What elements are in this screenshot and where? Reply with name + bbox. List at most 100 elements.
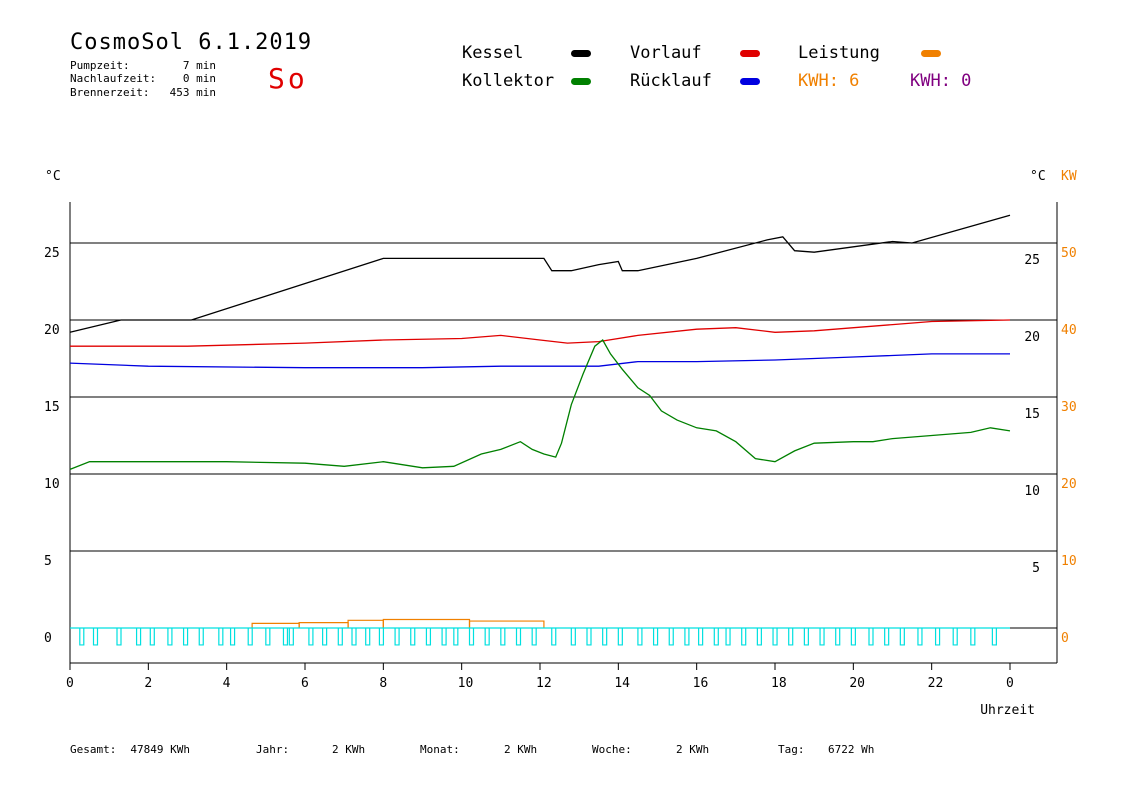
y-kw-unit: KW: [1061, 169, 1077, 184]
pump-pulse: [218, 628, 224, 646]
x-tick-label: 22: [928, 676, 944, 691]
kwh-purple-label: KWH: 0: [910, 71, 972, 91]
pump-pulse: [917, 628, 923, 646]
stat-pumpzeit: Pumpzeit: 7 min: [70, 59, 216, 72]
legend-kollektor-label: Kollektor: [462, 71, 555, 91]
pump-pulse: [713, 628, 719, 646]
pump-pulse: [617, 628, 623, 646]
y-kw-tick-label: 10: [1061, 554, 1077, 569]
footer-value: 2 KWh: [504, 743, 538, 756]
y-kw-tick-label: 50: [1061, 246, 1077, 261]
weekday-label: So: [268, 62, 308, 95]
y-right-tick-label: 10: [1024, 484, 1040, 499]
pump-pulse: [288, 628, 294, 646]
legend-vorlauf-swatch: [740, 50, 760, 57]
leistung-segment: [347, 619, 384, 628]
footer-label: Tag:: [778, 743, 805, 756]
y-left-tick-label: 10: [44, 477, 60, 492]
pump-pulse: [741, 628, 747, 646]
x-tick-label: 14: [614, 676, 630, 691]
series-line-kollektor: [69, 339, 1011, 471]
page-title: CosmoSol 6.1.2019: [70, 30, 313, 55]
stat-brennerzeit: Brennerzeit: 453 min: [70, 86, 216, 99]
legend-kollektor-swatch: [571, 78, 591, 85]
footer-value: 2 KWh: [332, 743, 366, 756]
pump-pulse: [167, 628, 173, 646]
pump-pulse: [453, 628, 459, 646]
pump-pulse: [484, 628, 490, 646]
footer-label: Woche:: [592, 743, 632, 756]
pump-pulse: [394, 628, 400, 646]
pump-pulse: [468, 628, 475, 646]
pump-pulse: [265, 628, 271, 646]
pump-pulse: [602, 628, 608, 646]
pump-pulse: [835, 628, 841, 646]
y-kw-tick-label: 40: [1061, 323, 1077, 338]
pump-pulse: [684, 628, 690, 646]
y-right-tick-label: 25: [1024, 253, 1040, 268]
pump-pulse: [551, 628, 557, 646]
x-tick-label: 4: [223, 676, 231, 691]
x-tick-label: 0: [1006, 676, 1014, 691]
pump-pulse: [884, 628, 890, 646]
pump-pulse: [308, 628, 314, 646]
stat-value: 7 min: [182, 59, 216, 72]
pump-pulse: [991, 628, 997, 646]
pump-pulse: [229, 628, 236, 646]
pump-pulse: [500, 628, 506, 646]
y-kw-tick-label: 20: [1061, 477, 1077, 492]
footer-label: Gesamt:: [70, 743, 117, 756]
pump-pulse: [322, 628, 328, 646]
pump-pulse: [756, 628, 762, 646]
x-tick-label: 20: [849, 676, 865, 691]
pump-pulse: [135, 628, 142, 646]
pump-pulse: [79, 628, 85, 646]
footer-jahr: Jahr: 2 KWh: [256, 743, 365, 756]
pump-pulse: [92, 628, 99, 646]
y-left-tick-label: 15: [44, 400, 60, 415]
legend-kessel-label: Kessel: [462, 43, 524, 63]
pump-pulse: [378, 628, 385, 646]
series-line-vorlauf: [70, 319, 1011, 347]
pump-pulse: [441, 628, 447, 646]
series-line-kessel: [69, 214, 1011, 333]
leistung-segment: [468, 620, 545, 628]
pump-pulse: [698, 628, 704, 646]
leistung-segment: [382, 618, 471, 628]
pump-pulse: [952, 628, 958, 646]
pump-pulse: [351, 628, 357, 646]
pump-pulse: [868, 628, 874, 646]
series-line-rcklauf: [69, 353, 1010, 369]
x-tick-label: 6: [301, 676, 309, 691]
footer-gesamt: Gesamt: 47849 KWh: [70, 743, 190, 756]
x-tick-label: 0: [66, 676, 74, 691]
legend-kessel-swatch: [571, 50, 591, 57]
pump-pulse: [282, 628, 289, 646]
stat-label: Nachlaufzeit:: [70, 72, 157, 85]
x-tick-label: 8: [379, 676, 387, 691]
stat-label: Brennerzeit:: [70, 86, 150, 99]
y-kw-tick-label: 0: [1061, 631, 1069, 646]
legend-ruecklauf-label: Rücklauf: [630, 71, 712, 91]
x-tick-label: 12: [536, 676, 552, 691]
stat-value: 0 min: [182, 72, 216, 85]
legend-leistung-swatch: [921, 50, 941, 57]
stat-value: 453 min: [169, 86, 216, 99]
pump-pulse: [570, 628, 576, 646]
footer-label: Jahr:: [256, 743, 290, 756]
pump-pulse: [531, 628, 537, 646]
pump-pulse: [515, 628, 522, 646]
pump-pulse: [772, 628, 778, 646]
pump-pulse: [116, 628, 122, 646]
kwh-orange-label: KWH: 6: [798, 71, 860, 91]
pump-pulse: [899, 628, 905, 646]
pump-pulse: [803, 628, 809, 646]
x-tick-label: 18: [771, 676, 787, 691]
pump-pulse: [425, 628, 432, 646]
y-kw-tick-label: 30: [1061, 400, 1077, 415]
y-right-tick-label: 15: [1024, 407, 1040, 422]
legend-ruecklauf-swatch: [740, 78, 760, 85]
footer-tag: Tag: 6722 Wh: [778, 743, 874, 756]
footer-woche: Woche: 2 KWh: [592, 743, 709, 756]
